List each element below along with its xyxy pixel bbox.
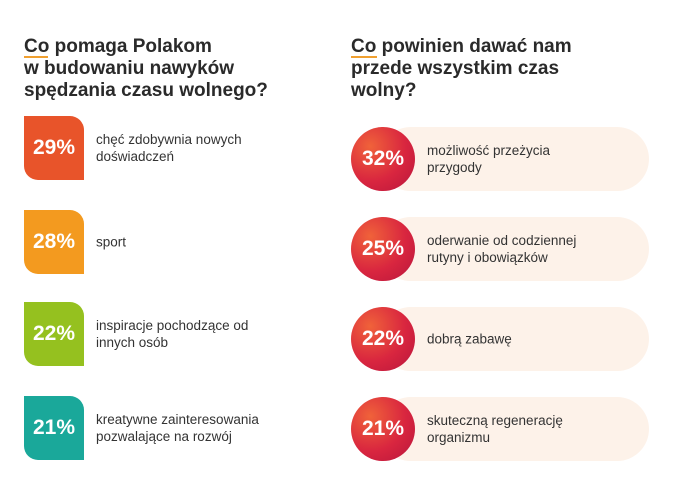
item-label: sport <box>96 234 316 251</box>
left-item: 29% chęć zdobywnia nowych doświadczeń <box>24 116 324 180</box>
title-line: w budowaniu nawyków <box>24 58 235 79</box>
item-label: chęć zdobywnia nowych doświadczeń <box>96 131 316 165</box>
label-line: innych osób <box>96 335 169 350</box>
right-item: 32% możliwość przeżycia przygody <box>351 127 651 191</box>
percent-badge: 29% <box>24 116 84 180</box>
left-item: 22% inspiracje pochodzące od innych osób <box>24 302 324 366</box>
label-line: rutyny i obowiązków <box>427 250 548 265</box>
title-underline <box>351 56 377 58</box>
title-line: Co powinien dawać nam <box>351 36 572 57</box>
title-line: przede wszystkim czas <box>351 58 560 79</box>
percent-badge: 32% <box>351 127 415 191</box>
item-pill <box>379 307 649 371</box>
label-line: sport <box>96 234 127 250</box>
label-line: oderwanie od codziennej <box>427 233 577 248</box>
percent-badge: 22% <box>351 307 415 371</box>
label-line: skuteczną regenerację <box>427 413 563 428</box>
right-item: 21% skuteczną regenerację organizmu <box>351 397 651 461</box>
right-item: 22% dobrą zabawę <box>351 307 651 371</box>
percent-badge: 22% <box>24 302 84 366</box>
left-item: 21% kreatywne zainteresowania pozwalając… <box>24 396 324 460</box>
title-line: Co pomaga Polakom <box>24 36 212 57</box>
title-underline <box>24 56 48 58</box>
label-line: organizmu <box>427 430 491 445</box>
percent-badge: 21% <box>351 397 415 461</box>
label-line: przygody <box>427 160 482 175</box>
right-chart-title: Co powinien dawać nam przede wszystkim c… <box>351 36 572 102</box>
label-line: kreatywne zainteresowania <box>96 412 259 427</box>
percent-badge: 21% <box>24 396 84 460</box>
label-line: pozwalające na rozwój <box>96 429 232 444</box>
label-line: chęć zdobywnia nowych <box>96 132 242 147</box>
percent-badge: 28% <box>24 210 84 274</box>
title-line: spędzania czasu wolnego? <box>24 80 268 101</box>
label-line: doświadczeń <box>96 149 175 164</box>
left-chart-title: Co pomaga Polakom w budowaniu nawyków sp… <box>24 36 268 102</box>
title-line: wolny? <box>351 80 417 101</box>
label-line: możliwość przeżycia <box>427 143 551 158</box>
item-label: kreatywne zainteresowania pozwalające na… <box>96 411 316 445</box>
item-label: skuteczną regenerację organizmu <box>427 412 637 446</box>
label-line: dobrą zabawę <box>427 331 512 347</box>
item-pill <box>379 397 649 461</box>
percent-badge: 25% <box>351 217 415 281</box>
left-item: 28% sport <box>24 210 324 274</box>
item-pill <box>379 217 649 281</box>
right-item: 25% oderwanie od codziennej rutyny i obo… <box>351 217 651 281</box>
label-line: inspiracje pochodzące od <box>96 318 249 333</box>
item-pill <box>379 127 649 191</box>
item-label: dobrą zabawę <box>427 331 637 348</box>
item-label: oderwanie od codziennej rutyny i obowiąz… <box>427 232 637 266</box>
item-label: możliwość przeżycia przygody <box>427 142 637 176</box>
item-label: inspiracje pochodzące od innych osób <box>96 317 316 351</box>
